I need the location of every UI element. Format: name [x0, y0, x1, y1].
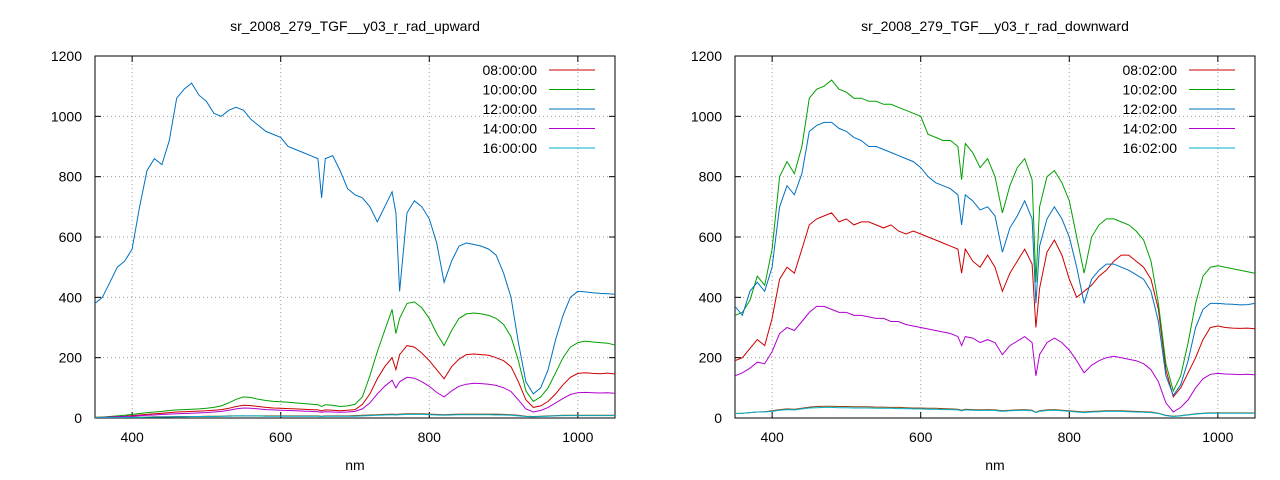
y-tick-label: 400 [59, 289, 83, 305]
chart-left: sr_2008_279_TGF__y03_r_rad_upward nm 400… [51, 18, 616, 473]
legend-label: 14:02:00 [1123, 121, 1178, 137]
y-tick-label: 600 [59, 229, 83, 245]
series-line-5 [735, 406, 1255, 418]
legend-label: 08:02:00 [1123, 62, 1178, 78]
y-tick-label: 800 [59, 169, 83, 185]
y-tick-label: 600 [699, 229, 723, 245]
x-axis-label: nm [985, 457, 1004, 473]
y-tick-label: 1200 [51, 48, 82, 64]
x-tick-label: 1000 [1202, 429, 1233, 445]
series-line-1 [95, 345, 615, 418]
x-tick-label: 400 [120, 429, 144, 445]
y-tick-label: 200 [699, 350, 723, 366]
x-tick-label: 600 [269, 429, 293, 445]
x-tick-label: 400 [760, 429, 784, 445]
y-tick-label: 1200 [691, 48, 722, 64]
legend-label: 12:02:00 [1123, 101, 1178, 117]
legend-label: 08:00:00 [483, 62, 538, 78]
y-tick-label: 1000 [51, 108, 82, 124]
series-line-5 [95, 413, 615, 418]
legend-label: 14:00:00 [483, 121, 538, 137]
series-line-2 [95, 301, 615, 418]
chart-title: sr_2008_279_TGF__y03_r_rad_upward [230, 18, 480, 34]
x-tick-label: 600 [909, 429, 933, 445]
series-line-3 [95, 82, 615, 395]
series-line-1 [735, 212, 1255, 398]
x-axis-label: nm [345, 457, 364, 473]
series-line-4 [735, 305, 1255, 413]
y-tick-label: 200 [59, 350, 83, 366]
series-line-2 [735, 79, 1255, 393]
x-tick-label: 800 [1058, 429, 1082, 445]
y-tick-label: 400 [699, 289, 723, 305]
legend-label: 10:00:00 [483, 82, 538, 98]
y-tick-label: 0 [714, 410, 722, 426]
chart-right: sr_2008_279_TGF__y03_r_rad_downward nm 4… [691, 18, 1256, 473]
y-tick-label: 800 [699, 169, 723, 185]
legend-label: 16:02:00 [1123, 140, 1178, 156]
x-tick-label: 1000 [562, 429, 593, 445]
y-tick-label: 0 [74, 410, 82, 426]
legend-label: 12:00:00 [483, 101, 538, 117]
series-line-4 [95, 376, 615, 418]
x-tick-label: 800 [418, 429, 442, 445]
legend-label: 10:02:00 [1123, 82, 1178, 98]
series-line-3 [735, 121, 1255, 397]
legend-label: 16:00:00 [483, 140, 538, 156]
chart-title: sr_2008_279_TGF__y03_r_rad_downward [861, 18, 1129, 34]
y-tick-label: 1000 [691, 108, 722, 124]
